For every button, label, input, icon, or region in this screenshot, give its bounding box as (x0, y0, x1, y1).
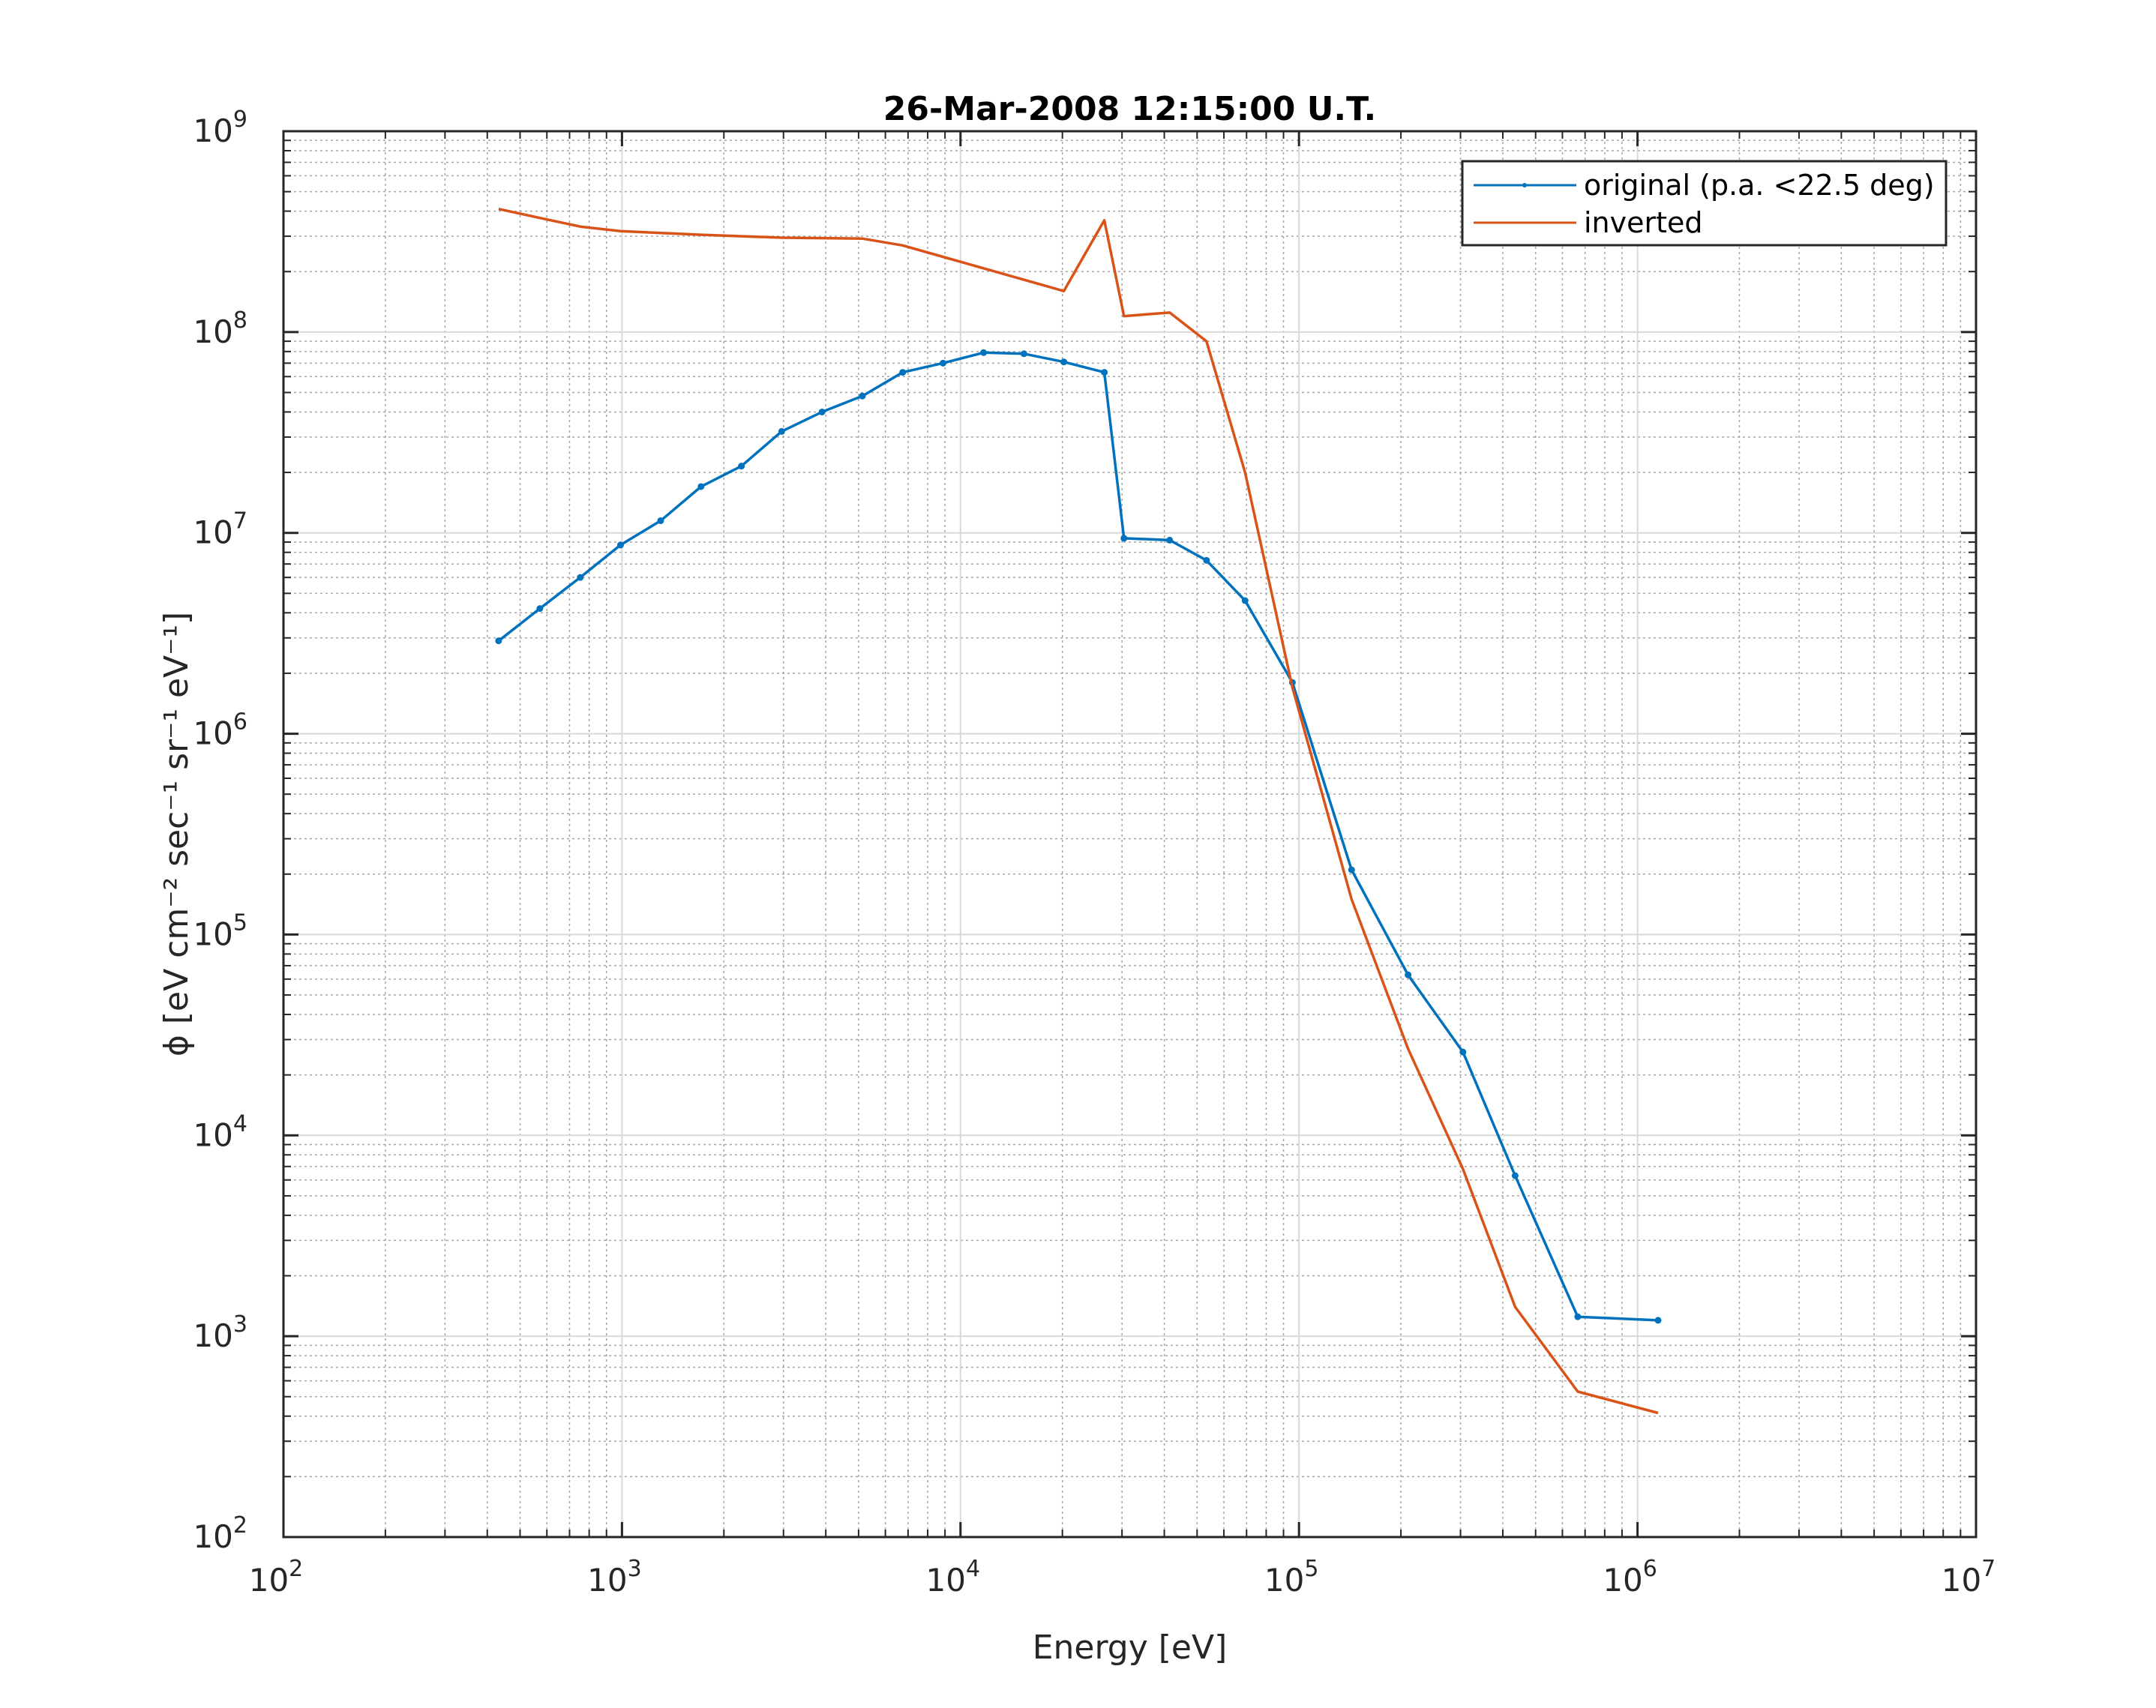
tick-marks (282, 130, 1978, 1539)
data-point (1348, 866, 1355, 873)
series-line-1 (498, 207, 1659, 1415)
data-point (1459, 1048, 1467, 1056)
data-point (1166, 536, 1174, 544)
legend-box (1461, 160, 1948, 247)
data-point (1060, 358, 1068, 366)
x-tick-label: 106 (1603, 1556, 1657, 1599)
y-tick-label: 104 (193, 1110, 247, 1153)
data-point (1101, 369, 1108, 376)
minor-grid (283, 131, 1976, 1537)
legend-label-inverted: inverted (1584, 206, 1703, 239)
y-tick-label: 105 (193, 909, 247, 952)
y-tick-label: 107 (193, 508, 247, 551)
y-tick-label: 102 (193, 1512, 247, 1555)
data-point (1241, 597, 1249, 604)
data-point (738, 463, 745, 470)
y-tick-label: 103 (193, 1311, 247, 1354)
legend-marker-original (1522, 183, 1527, 187)
data-point (495, 637, 502, 645)
data-point (980, 349, 988, 356)
data-point (940, 359, 947, 367)
y-axis-title: ϕ [eV cm⁻² sec⁻¹ sr⁻¹ eV⁻¹] (157, 612, 196, 1056)
x-tick-label: 105 (1264, 1556, 1319, 1599)
chart-title: 26-Mar-2008 12:15:00 U.T. (883, 90, 1376, 128)
data-point (1203, 556, 1210, 564)
data-point (1020, 350, 1027, 358)
data-point (697, 483, 705, 490)
data-point (536, 605, 544, 613)
x-axis-title: Energy [eV] (1033, 1629, 1228, 1667)
data-point (1654, 1317, 1662, 1324)
data-point (577, 574, 584, 581)
x-tick-label: 103 (587, 1556, 642, 1599)
data-point (1511, 1172, 1519, 1179)
data-point (899, 369, 907, 376)
x-tick-label: 102 (249, 1556, 304, 1599)
series-layer (495, 207, 1662, 1415)
y-tick-label: 106 (193, 709, 247, 752)
plot-frame (282, 130, 1978, 1539)
plot-area (283, 131, 1976, 1537)
x-tick-label: 107 (1942, 1556, 1996, 1599)
data-point (859, 392, 866, 400)
data-point (657, 517, 664, 524)
data-point (1405, 971, 1412, 978)
y-tick-label: 109 (193, 106, 247, 149)
y-tick-label: 108 (193, 307, 247, 350)
data-point (616, 541, 624, 549)
data-point (778, 427, 785, 435)
x-tick-label: 104 (926, 1556, 981, 1599)
data-point (1574, 1313, 1582, 1320)
x-tick-labels: 102 103 104 105 106 107 (249, 1556, 1996, 1599)
data-point (818, 408, 826, 415)
legend: original (p.a. <22.5 deg) inverted (1461, 160, 1948, 247)
legend-label-original: original (p.a. <22.5 deg) (1584, 169, 1935, 202)
data-point (1120, 535, 1128, 542)
y-tick-labels: 102 103 104 105 106 107 108 109 (193, 106, 247, 1555)
